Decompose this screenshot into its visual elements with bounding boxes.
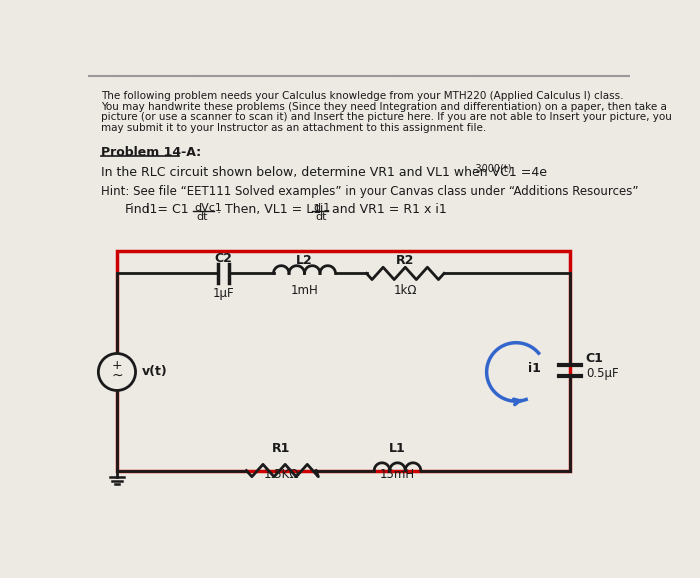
Text: i1= C1: i1= C1 — [146, 203, 189, 216]
Text: dVc1: dVc1 — [195, 202, 223, 213]
Text: 1mH: 1mH — [290, 284, 318, 297]
Text: dt: dt — [197, 212, 209, 222]
Text: and VR1 = R1 x i1: and VR1 = R1 x i1 — [332, 203, 447, 216]
Text: Problem 14-A:: Problem 14-A: — [102, 146, 202, 160]
Text: You may handwrite these problems (Since they need Integration and differentiatio: You may handwrite these problems (Since … — [102, 102, 667, 112]
Text: C2: C2 — [214, 252, 232, 265]
Circle shape — [98, 354, 136, 391]
Text: 15mH: 15mH — [380, 468, 415, 481]
Text: dt: dt — [315, 212, 327, 222]
Text: Find: Find — [125, 203, 150, 216]
Text: 0.5μF: 0.5μF — [586, 367, 619, 380]
Text: L1: L1 — [389, 442, 406, 455]
Text: di1: di1 — [314, 202, 331, 213]
Text: 1.5KΩ: 1.5KΩ — [264, 468, 299, 481]
Text: 1μF: 1μF — [212, 287, 234, 300]
Text: Hint: See file “EET111 Solved examples” in your Canvas class under “Additions Re: Hint: See file “EET111 Solved examples” … — [102, 185, 639, 198]
Text: i1: i1 — [528, 362, 540, 375]
Text: -3000(t): -3000(t) — [473, 164, 512, 173]
Text: R2: R2 — [396, 254, 414, 267]
Text: C1: C1 — [586, 351, 603, 365]
Text: R1: R1 — [272, 442, 290, 455]
Text: The following problem needs your Calculus knowledge from your MTH220 (Applied Ca: The following problem needs your Calculu… — [102, 91, 624, 101]
Text: picture (or use a scanner to scan it) and Insert the picture here. If you are no: picture (or use a scanner to scan it) an… — [102, 113, 672, 123]
Text: L2: L2 — [296, 254, 313, 267]
Text: 1kΩ: 1kΩ — [393, 284, 417, 297]
Text: ~: ~ — [111, 369, 122, 383]
Text: In the RLC circuit shown below, determine VR1 and VL1 when VC1 =4e: In the RLC circuit shown below, determin… — [102, 166, 547, 179]
Text: v(t): v(t) — [141, 365, 167, 379]
Text: . Then, VL1 = L1: . Then, VL1 = L1 — [217, 203, 321, 216]
Text: +: + — [111, 358, 122, 372]
Bar — [117, 251, 570, 470]
Text: may submit it to your Instructor as an attachment to this assignment file.: may submit it to your Instructor as an a… — [102, 123, 486, 134]
